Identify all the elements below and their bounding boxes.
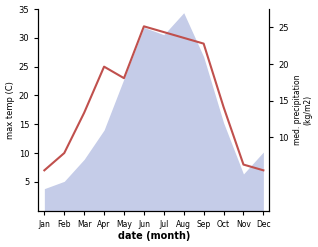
Y-axis label: max temp (C): max temp (C) bbox=[5, 81, 15, 139]
X-axis label: date (month): date (month) bbox=[118, 231, 190, 242]
Y-axis label: med. precipitation
(kg/m2): med. precipitation (kg/m2) bbox=[293, 75, 313, 145]
